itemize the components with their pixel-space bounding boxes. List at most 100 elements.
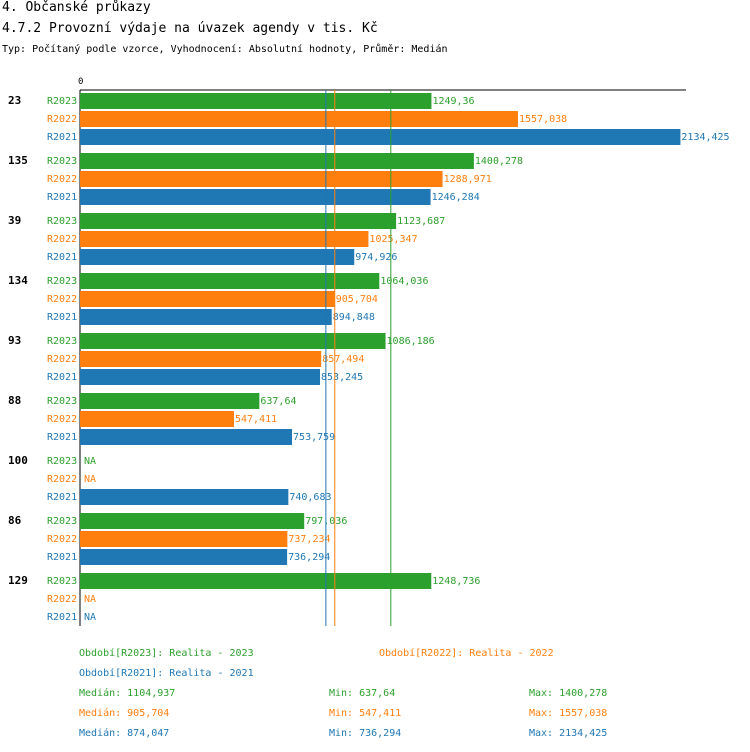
bar-value-label: 1123,687 [397,216,445,227]
section-title: 4. Občanské průkazy [2,0,151,15]
bar-value-label: 547,411 [235,414,277,425]
bar-value-label: 736,294 [288,552,330,563]
bar-value-label: 1557,038 [519,114,567,125]
legend-r2023: Období[R2023]: Realita - 2023 [79,648,254,659]
bar-r2021 [80,429,293,445]
series-label-r2023: R2023 [47,516,77,527]
bar-r2022 [80,231,369,247]
stat-min-r2021: Min: 736,294 [329,728,402,739]
group-label: 135 [8,154,28,167]
bar-r2023 [80,213,397,229]
bar-r2021 [80,249,355,265]
series-label-r2021: R2021 [47,252,77,263]
bar-r2022 [80,291,335,307]
group-label: 100 [8,454,28,467]
bar-value-label: 1288,971 [444,174,492,185]
series-label-r2023: R2023 [47,276,77,287]
bar-value-label: 740,683 [289,492,331,503]
series-label-r2022: R2022 [47,594,77,605]
group-label: 39 [8,214,21,227]
bar-r2023 [80,273,380,289]
series-label-r2021: R2021 [47,492,77,503]
bar-value-label: 853,245 [321,372,363,383]
series-label-r2021: R2021 [47,312,77,323]
bar-r2023 [80,513,305,529]
series-label-r2022: R2022 [47,534,77,545]
stat-median-r2023: Medián: 1104,937 [79,688,176,699]
bar-r2023 [80,153,474,169]
page-title: 4.7.2 Provozní výdaje na úvazek agendy v… [2,21,378,36]
bar-value-label: 2134,425 [681,132,729,143]
group-label: 88 [8,394,21,407]
x-axis-zero-label: 0 [78,77,83,87]
bar-chart: 0 23 R2023 1249,36 R2022 1557,038 R2021 2134,42… [8,77,730,626]
na-label: NA [84,612,96,623]
series-label-r2023: R2023 [47,156,77,167]
bar-r2021 [80,189,431,205]
bar-r2023 [80,573,432,589]
series-label-r2021: R2021 [47,192,77,203]
stat-max-r2023: Max: 1400,278 [529,688,608,699]
bar-value-label: 1086,186 [387,336,435,347]
series-label-r2023: R2023 [47,96,77,107]
bar-r2021 [80,369,321,385]
bar-value-label: 894,848 [333,312,375,323]
series-label-r2021: R2021 [47,132,77,143]
series-label-r2023: R2023 [47,396,77,407]
series-label-r2021: R2021 [47,612,77,623]
stat-min-r2023: Min: 637,64 [329,688,396,699]
bar-value-label: 857,494 [322,354,364,365]
bar-r2022 [80,171,443,187]
series-label-r2023: R2023 [47,216,77,227]
bar-r2023 [80,393,260,409]
group-label: 23 [8,94,21,107]
bar-value-label: 637,64 [260,396,296,407]
series-label-r2021: R2021 [47,432,77,443]
type-description: Typ: Počítaný podle vzorce, Vyhodnocení:… [2,44,448,55]
bar-r2023 [80,333,386,349]
bar-value-label: 1025,347 [369,234,417,245]
group-label: 129 [8,574,28,587]
bar-r2021 [80,309,332,325]
series-label-r2022: R2022 [47,294,77,305]
bar-r2021 [80,129,681,145]
stat-median-r2021: Medián: 874,047 [79,728,170,739]
legend-r2021: Období[R2021]: Realita - 2021 [79,668,254,679]
series-label-r2022: R2022 [47,474,77,485]
series-label-r2022: R2022 [47,414,77,425]
bar-r2021 [80,489,289,505]
series-label-r2022: R2022 [47,174,77,185]
legend-r2022: Období[R2022]: Realita - 2022 [379,648,554,659]
bar-r2022 [80,531,288,547]
series-label-r2022: R2022 [47,234,77,245]
bar-r2023 [80,93,432,109]
bar-value-label: 1064,036 [380,276,428,287]
series-label-r2022: R2022 [47,354,77,365]
bar-r2021 [80,549,288,565]
na-label: NA [84,456,96,467]
series-label-r2023: R2023 [47,456,77,467]
series-label-r2022: R2022 [47,114,77,125]
na-label: NA [84,474,96,485]
group-label: 86 [8,514,22,527]
stat-min-r2022: Min: 547,411 [329,708,402,719]
group-label: 93 [8,334,21,347]
series-label-r2023: R2023 [47,336,77,347]
bar-value-label: 753,759 [293,432,335,443]
stat-max-r2021: Max: 2134,425 [529,728,608,739]
stat-max-r2022: Max: 1557,038 [529,708,608,719]
bar-r2022 [80,351,322,367]
stat-median-r2022: Medián: 905,704 [79,708,170,719]
bar-value-label: 1249,36 [432,96,474,107]
na-label: NA [84,594,96,605]
bar-value-label: 905,704 [336,294,378,305]
bar-value-label: 1248,736 [432,576,480,587]
series-label-r2021: R2021 [47,552,77,563]
bar-value-label: 974,926 [355,252,397,263]
bar-r2022 [80,111,518,127]
bar-value-label: 1400,278 [475,156,523,167]
bar-value-label: 1246,284 [432,192,480,203]
series-label-r2021: R2021 [47,372,77,383]
group-label: 134 [8,274,28,287]
series-label-r2023: R2023 [47,576,77,587]
